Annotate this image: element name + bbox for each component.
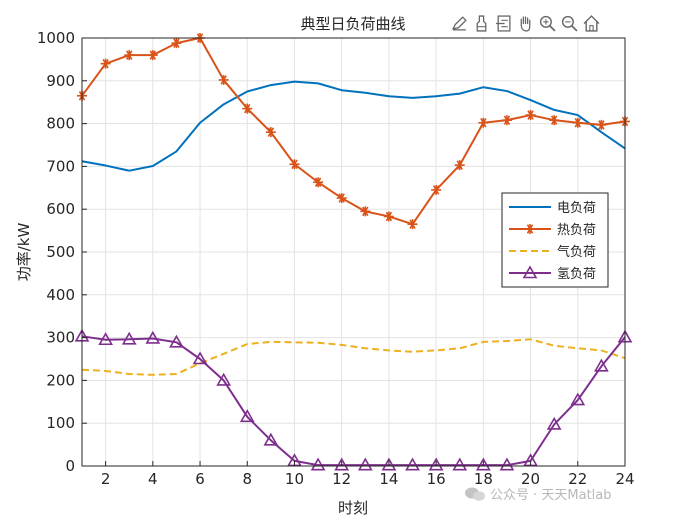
x-tick-label: 8 <box>242 470 252 488</box>
x-tick-label: 22 <box>568 470 587 488</box>
data-point <box>594 358 609 372</box>
data-point <box>239 409 255 423</box>
y-tick-label: 700 <box>46 157 75 175</box>
wechat-icon <box>465 487 485 501</box>
legend-marker <box>525 224 535 234</box>
data-point <box>98 332 113 346</box>
data-point <box>336 193 347 204</box>
data-point <box>360 206 371 217</box>
data-point <box>263 432 279 446</box>
data-point <box>549 115 560 126</box>
datatip-icon[interactable] <box>494 14 513 33</box>
data-point <box>192 351 208 365</box>
data-point <box>216 372 232 386</box>
series-4 <box>74 328 633 471</box>
legend-marker <box>522 265 538 279</box>
data-point <box>546 416 562 430</box>
series-1 <box>81 80 626 172</box>
data-point <box>289 159 300 170</box>
axis-ticks: 2 4 6 8 10 12 14 16 18 20 22 2401002003004005006007… <box>37 29 635 488</box>
y-tick-label: 900 <box>46 72 75 90</box>
x-tick-label: 20 <box>521 470 540 488</box>
data-point <box>478 117 489 128</box>
data-point <box>310 457 326 471</box>
watermark: 公众号 · 天天Matlab <box>464 484 612 503</box>
legend-label: 气负荷 <box>557 244 596 260</box>
x-tick-label: 10 <box>285 470 304 488</box>
y-tick-label: 200 <box>46 371 75 389</box>
y-tick-label: 100 <box>46 414 75 432</box>
data-point <box>572 117 583 128</box>
data-point <box>525 110 536 121</box>
y-tick-label: 1000 <box>37 29 75 47</box>
legend-item[interactable]: 电负荷 <box>509 201 596 216</box>
y-axis-label: 功率/kW <box>15 223 33 282</box>
data-point <box>121 331 137 345</box>
legend-item[interactable]: 热负荷 <box>509 223 596 238</box>
data-point <box>452 457 468 471</box>
data-point <box>454 160 465 171</box>
data-point <box>381 457 397 471</box>
legend-item[interactable]: 氢负荷 <box>509 265 596 282</box>
data-point <box>242 103 253 114</box>
x-tick-label: 18 <box>474 470 493 488</box>
x-axis-label: 时刻 <box>338 499 368 517</box>
y-tick-label: 300 <box>46 329 75 347</box>
data-point <box>407 219 418 230</box>
x-tick-label: 14 <box>379 470 398 488</box>
data-point <box>570 392 586 406</box>
series-line <box>81 338 626 376</box>
data-point <box>596 119 607 130</box>
x-tick-label: 2 <box>101 470 111 488</box>
data-point <box>501 115 512 126</box>
axes-toolbar <box>450 12 622 34</box>
zoom-out-icon[interactable] <box>560 14 579 33</box>
data-point <box>147 50 158 61</box>
x-tick-label: 12 <box>332 470 351 488</box>
data-point <box>265 127 276 138</box>
series-line <box>81 335 626 467</box>
y-tick-label: 400 <box>46 286 75 304</box>
data-point <box>169 334 184 348</box>
brush-icon[interactable] <box>472 14 491 33</box>
zoom-in-icon[interactable] <box>538 14 557 33</box>
y-tick-label: 800 <box>46 115 75 133</box>
y-tick-label: 500 <box>46 243 75 261</box>
data-point <box>313 177 324 188</box>
x-tick-label: 6 <box>195 470 205 488</box>
data-point <box>145 330 161 344</box>
data-point <box>475 457 491 471</box>
watermark-text: 公众号 · 天天Matlab <box>490 488 612 503</box>
data-point <box>357 457 373 471</box>
data-point <box>218 74 229 85</box>
legend-box <box>501 192 609 288</box>
x-tick-label: 4 <box>148 470 158 488</box>
series-line <box>81 80 626 172</box>
y-tick-label: 600 <box>46 200 75 218</box>
home-icon[interactable] <box>582 14 601 33</box>
data-point <box>405 457 420 471</box>
series-3 <box>81 338 626 376</box>
data-point <box>428 457 444 471</box>
data-point <box>383 211 394 222</box>
legend-label: 氢负荷 <box>557 267 596 282</box>
legend-label: 电负荷 <box>557 201 596 216</box>
data-point <box>334 457 350 471</box>
series-line <box>81 37 626 226</box>
data-point <box>124 50 135 61</box>
legend-item[interactable]: 气负荷 <box>509 244 596 260</box>
chart-title: 典型日负荷曲线 <box>300 15 405 33</box>
pan-hand-icon[interactable] <box>516 14 535 33</box>
data-point <box>431 184 442 195</box>
edit-icon[interactable] <box>450 14 469 33</box>
x-tick-label: 16 <box>427 470 446 488</box>
x-tick-label: 24 <box>615 470 634 488</box>
y-tick-label: 0 <box>65 457 75 475</box>
data-point <box>100 58 111 69</box>
data-point <box>171 38 182 49</box>
legend-label: 热负荷 <box>557 223 596 238</box>
data-point <box>499 457 515 471</box>
